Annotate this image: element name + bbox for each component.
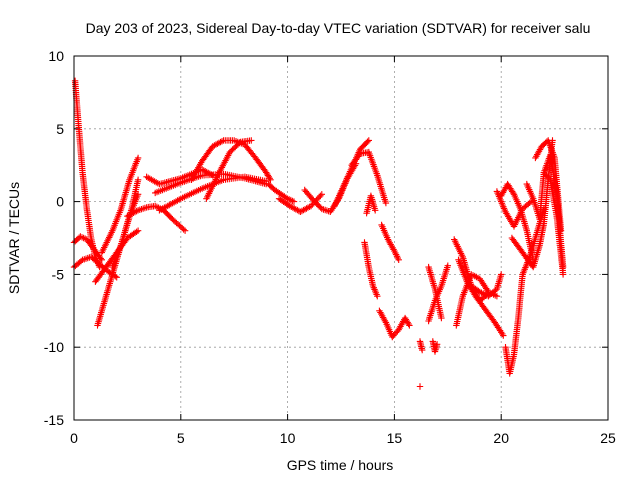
y-tick-label: 5 [56, 121, 64, 137]
data-point-markers [378, 221, 402, 263]
series-sat-s [361, 239, 381, 300]
series-sat-m [203, 137, 255, 202]
y-tick-label: -15 [44, 412, 64, 428]
y-tick-label: -10 [44, 339, 64, 355]
x-tick-label: 15 [387, 430, 403, 446]
data-point-markers [361, 239, 381, 300]
data-point-markers [98, 154, 142, 256]
series-sat-aa [429, 338, 441, 355]
series-sat-w [416, 338, 426, 354]
series-sat-z [425, 263, 445, 322]
data-point-markers [425, 263, 445, 322]
x-tick-label: 10 [280, 430, 296, 446]
y-axis-label: SDTVAR / TECUs [6, 182, 22, 294]
data-point-markers [416, 338, 426, 354]
chart-title: Day 203 of 2023, Sidereal Day-to-day VTE… [86, 20, 591, 36]
data-point-markers [502, 205, 548, 377]
x-tick-label: 0 [70, 430, 78, 446]
data-point-markers [265, 180, 298, 205]
data-point-markers [498, 180, 537, 263]
y-tick-label: 10 [48, 48, 64, 64]
x-tick-label: 25 [600, 430, 616, 446]
data-point-markers [416, 383, 424, 390]
x-axis-label: GPS time / hours [287, 457, 394, 473]
data-point-markers [331, 137, 372, 210]
data-point-markers [143, 166, 216, 188]
x-tick-label: 20 [493, 430, 509, 446]
series-sat-ag [502, 205, 548, 377]
series-sat-ak [540, 169, 567, 278]
series-sat-n [265, 180, 298, 205]
series-sat-al [532, 137, 565, 234]
data-point-markers [363, 192, 379, 217]
y-tick-label: 0 [56, 194, 64, 210]
data-point-markers [540, 169, 567, 278]
x-tick-label: 5 [177, 430, 185, 446]
data-point-markers [203, 137, 255, 202]
series-sat-e [98, 154, 142, 256]
plot-frame [73, 55, 609, 421]
series-sat-v [376, 307, 413, 341]
data-points [70, 77, 567, 390]
series-sat-i [143, 166, 216, 188]
y-tick-label: -5 [52, 266, 65, 282]
data-point-markers [376, 307, 413, 341]
series-sat-x [416, 383, 424, 390]
series-sat-u [378, 221, 402, 263]
series-sat-r [348, 148, 390, 207]
data-point-markers [429, 338, 441, 355]
data-point-markers [348, 148, 390, 207]
data-point-markers [468, 271, 505, 300]
data-point-markers [532, 137, 565, 234]
series-sat-t [363, 192, 379, 217]
series-sat-q [331, 137, 372, 210]
series-sat-ah [498, 180, 537, 263]
series-sat-ae [468, 271, 505, 300]
